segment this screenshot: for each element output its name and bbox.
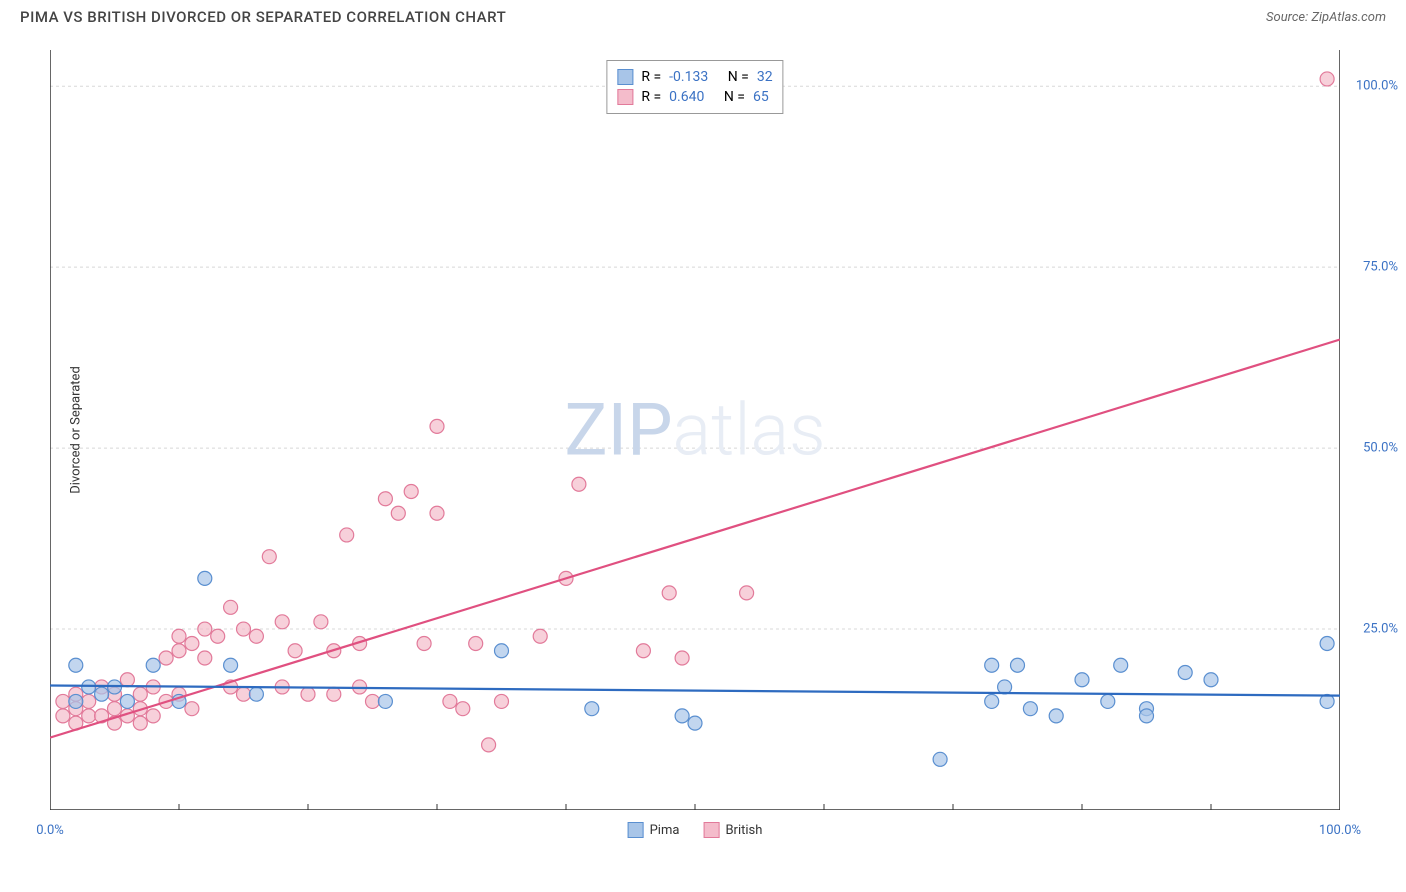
- source-prefix: Source:: [1266, 10, 1311, 25]
- r-value-pima: -0.133: [669, 69, 708, 85]
- source-attribution: Source: ZipAtlas.com: [1266, 10, 1386, 25]
- source-name: ZipAtlas.com: [1311, 10, 1386, 25]
- r-label: R =: [641, 69, 661, 85]
- n-label: N =: [728, 69, 749, 85]
- legend-label-british: British: [725, 823, 762, 838]
- legend-item-pima: Pima: [628, 822, 680, 838]
- legend-row-british: R = 0.640 N = 65: [617, 87, 772, 107]
- legend-swatch-pima-icon: [628, 822, 644, 838]
- y-tick-label: 100.0%: [1356, 79, 1398, 94]
- x-tick-right: 100.0%: [1319, 823, 1361, 838]
- chart-area: Divorced or Separated ZIPatlas R = -0.13…: [50, 50, 1340, 810]
- series-legend: Pima British: [628, 822, 763, 838]
- legend-swatch-pima: [617, 69, 633, 85]
- y-tick-label: 50.0%: [1363, 441, 1398, 456]
- chart-title: PIMA VS BRITISH DIVORCED OR SEPARATED CO…: [20, 8, 506, 26]
- n-value-british: 65: [753, 89, 769, 105]
- chart-header: PIMA VS BRITISH DIVORCED OR SEPARATED CO…: [0, 0, 1406, 30]
- legend-item-british: British: [703, 822, 762, 838]
- n-value-pima: 32: [757, 69, 773, 85]
- y-tick-label: 25.0%: [1363, 622, 1398, 637]
- scatter-plot: [50, 50, 1340, 810]
- n-label: N =: [724, 89, 745, 105]
- correlation-legend: R = -0.133 N = 32 R = 0.640 N = 65: [606, 60, 783, 114]
- legend-swatch-british: [617, 89, 633, 105]
- r-value-british: 0.640: [669, 89, 704, 105]
- legend-label-pima: Pima: [650, 823, 680, 838]
- legend-swatch-british-icon: [703, 822, 719, 838]
- y-tick-label: 75.0%: [1363, 260, 1398, 275]
- x-tick-left: 0.0%: [36, 823, 64, 838]
- r-label: R =: [641, 89, 661, 105]
- legend-row-pima: R = -0.133 N = 32: [617, 67, 772, 87]
